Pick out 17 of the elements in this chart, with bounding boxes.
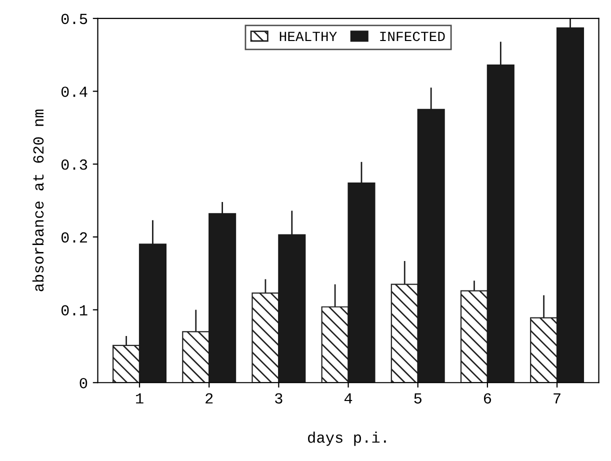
y-tick-label: 0	[80, 378, 88, 388]
x-axis-title: days p.i.	[308, 432, 386, 446]
x-tick-label: 1	[136, 393, 144, 404]
legend-label: HEALTHY	[280, 32, 337, 42]
y-tick-label: 0.2	[61, 232, 87, 243]
y-tick-label: 0.5	[61, 14, 88, 24]
x-tick-label: 6	[484, 393, 492, 404]
y-axis-title: absorbance at 620 nm	[32, 110, 44, 292]
legend-label: INFECTED	[380, 32, 445, 42]
x-tick-label: 2	[206, 393, 213, 404]
y-tick-label: 0.4	[61, 86, 88, 97]
x-tick-label: 3	[275, 393, 282, 404]
x-tick-label: 4	[344, 393, 352, 404]
x-tick-label: 7	[554, 393, 560, 404]
y-tick-label: 0.3	[61, 159, 88, 170]
x-tick-label: 5	[414, 393, 422, 404]
y-tick-label: 0.1	[61, 305, 88, 316]
